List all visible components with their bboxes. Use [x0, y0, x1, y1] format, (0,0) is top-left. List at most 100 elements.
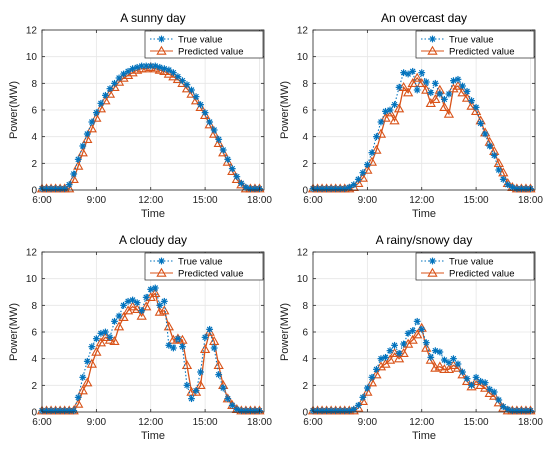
data-point	[83, 130, 91, 138]
y-tick-label: 0	[31, 408, 37, 419]
y-axis-label: Power(MW)	[8, 303, 20, 361]
data-point	[431, 79, 439, 87]
data-point	[88, 118, 96, 126]
x-tick-label: 15:00	[464, 417, 489, 428]
y-tick-label: 8	[302, 79, 308, 90]
data-point	[404, 329, 412, 337]
data-point	[236, 179, 247, 189]
data-point	[136, 310, 147, 320]
data-point	[412, 329, 423, 339]
data-point	[97, 99, 105, 107]
data-point	[382, 353, 389, 361]
legend-label: True value	[178, 256, 223, 267]
legend-label: Predicted value	[178, 268, 243, 279]
data-point	[371, 144, 382, 154]
data-point	[195, 380, 206, 390]
y-tick-label: 12	[297, 248, 309, 259]
data-point	[145, 62, 156, 72]
data-point	[477, 119, 485, 127]
y-tick-label: 2	[302, 159, 308, 170]
data-point	[165, 341, 173, 349]
legend-entry-predicted-value: Predicted value	[421, 45, 514, 57]
data-point	[118, 312, 129, 322]
data-point	[484, 388, 495, 398]
data-point	[91, 346, 102, 356]
data-point	[115, 312, 123, 320]
data-point	[91, 112, 102, 122]
y-axis-label: Power(MW)	[8, 81, 20, 139]
data-point	[102, 328, 109, 336]
data-point	[183, 381, 191, 389]
data-point	[97, 329, 105, 337]
data-point	[490, 151, 498, 159]
legend-label: True value	[449, 256, 494, 267]
y-axis-label: Power(MW)	[279, 303, 291, 361]
data-point	[486, 385, 494, 393]
data-point	[434, 361, 446, 371]
data-point	[439, 102, 450, 112]
data-point	[228, 401, 236, 409]
data-point	[197, 101, 204, 109]
data-point	[169, 69, 177, 77]
x-tick-label: 12:00	[409, 417, 434, 428]
legend-box	[415, 252, 535, 281]
data-point	[427, 89, 435, 97]
y-tick-label: 8	[302, 301, 308, 312]
data-point	[228, 165, 236, 173]
data-point	[74, 393, 82, 401]
data-point	[366, 377, 378, 387]
data-point	[407, 334, 418, 344]
data-point	[445, 90, 453, 98]
data-point	[156, 301, 164, 309]
data-point	[463, 87, 471, 95]
data-point	[92, 335, 100, 343]
data-point	[481, 130, 489, 138]
data-point	[409, 67, 417, 75]
y-tick-label: 12	[26, 26, 38, 37]
data-point	[470, 106, 482, 116]
data-point	[404, 70, 412, 78]
y-tick-label: 10	[297, 52, 309, 63]
data-point	[70, 170, 78, 178]
data-point	[357, 396, 368, 406]
data-point	[454, 360, 462, 368]
data-point	[504, 181, 512, 189]
data-point	[395, 83, 403, 91]
data-point	[206, 325, 214, 333]
chart-a-sunny-day: 6:00 9:00 12:00 15:00 18:00 0 2 4 6 8 10 12 Time Powe…	[8, 11, 272, 220]
data-point	[233, 173, 241, 181]
legend-label: True value	[449, 34, 494, 45]
data-point	[486, 142, 494, 150]
data-point	[412, 72, 423, 82]
x-tick-label: 18:00	[518, 417, 543, 428]
data-point	[77, 385, 88, 395]
legend-entry-true-value: True value	[421, 34, 494, 45]
y-tick-label: 12	[297, 26, 309, 37]
data-point	[421, 342, 432, 352]
data-point	[151, 284, 159, 292]
data-point	[422, 339, 430, 347]
x-tick-label: 9:00	[87, 417, 107, 428]
data-point	[457, 87, 468, 97]
x-axis-label: Time	[141, 430, 165, 442]
data-point	[210, 126, 218, 134]
data-point	[430, 94, 441, 104]
data-point	[70, 407, 78, 415]
y-tick-label: 4	[31, 132, 37, 143]
data-point	[102, 91, 109, 99]
data-point	[459, 82, 466, 90]
x-axis-label: Time	[412, 430, 436, 442]
chart-title: A rainy/snowy day	[376, 233, 473, 247]
y-tick-label: 4	[302, 354, 308, 365]
y-tick-label: 0	[302, 186, 308, 197]
series-true-value	[38, 62, 263, 193]
data-point	[160, 297, 168, 305]
y-tick-label: 4	[302, 132, 308, 143]
data-point	[375, 128, 387, 138]
data-point	[345, 183, 353, 191]
data-point	[413, 317, 421, 325]
x-tick-label: 9:00	[87, 195, 107, 206]
data-point	[224, 155, 232, 163]
data-point	[150, 288, 161, 298]
